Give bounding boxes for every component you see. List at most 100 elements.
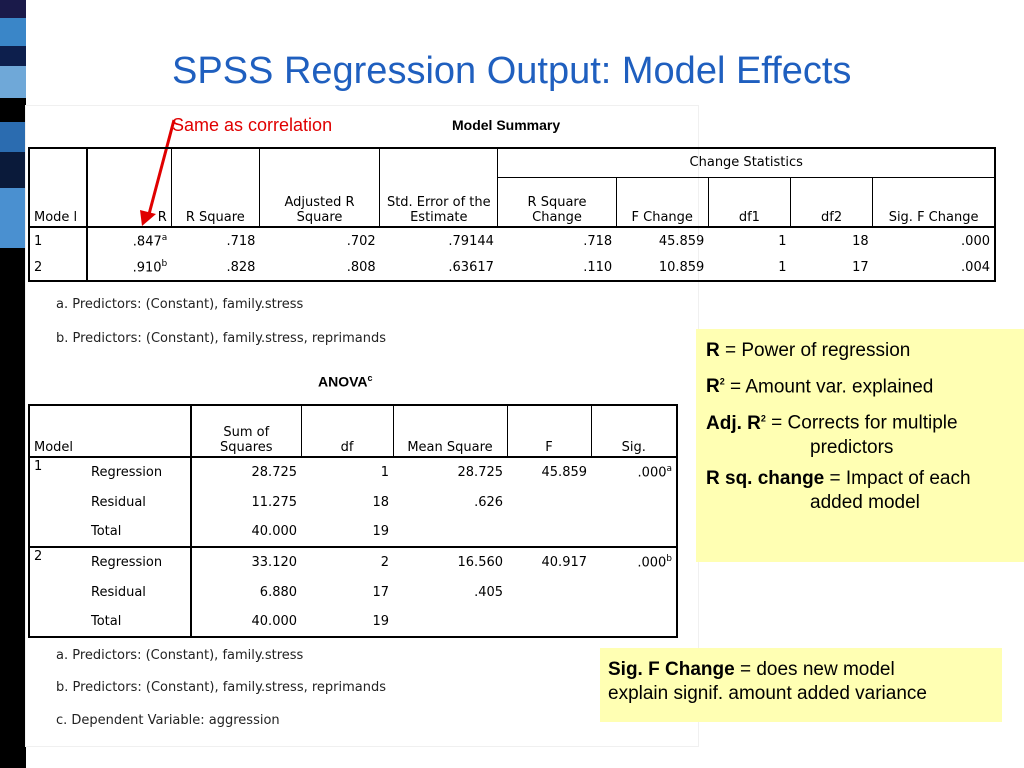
header-std-error: Std. Error of the Estimate — [379, 147, 499, 228]
sig-f-change-box: Sig. F Change = does new model explain s… — [600, 648, 1002, 722]
cell-ss: 40.000 — [191, 517, 302, 548]
definitions-box: R = Power of regression R2 = Amount var.… — [696, 329, 1024, 562]
cell-sig — [591, 487, 679, 517]
cell-f — [507, 607, 592, 638]
anova-title: ANOVAc — [318, 373, 373, 390]
cell-ms: .405 — [474, 584, 504, 600]
cell-df: 19 — [301, 607, 394, 638]
definition-r-squared: R2 = Amount var. explained — [706, 376, 934, 398]
header-sum-of-squares: Sum of Squares — [190, 404, 302, 458]
cell-model: 2 — [27, 254, 89, 282]
cell-sig — [591, 577, 679, 607]
decorative-stripe — [0, 0, 26, 768]
cell-df: 19 — [301, 517, 394, 548]
cell-ss: 40.000 — [191, 607, 302, 638]
cell-source: Total — [87, 607, 193, 638]
sig-f-change-line2: explain signif. amount added variance — [608, 683, 927, 704]
cell-f-change: 45.859 — [616, 226, 709, 254]
cell-r-square: .828 — [171, 254, 260, 282]
cell-model: 1 — [28, 456, 87, 548]
cell-sig-f-change: .000 — [872, 226, 997, 254]
stripe-segment — [0, 18, 26, 46]
anova-footnote-a: a. Predictors: (Constant), family.stress — [56, 648, 304, 663]
definition-adj-r-squared: Adj. R2 = Corrects for multiple predictor… — [706, 412, 958, 458]
cell-f: 45.859 — [507, 456, 592, 487]
cell-source: Regression — [87, 547, 193, 577]
header-r-square-change: R Square Change — [497, 176, 617, 228]
anova-table: Model Sum of Squares df Mean Square F Si… — [27, 404, 679, 638]
definition-r-sq-change: R sq. change = Impact of each added model — [706, 467, 971, 513]
cell-source: Residual — [87, 487, 193, 517]
cell-adj-r-square: .808 — [259, 254, 380, 282]
anova-footnote-b: b. Predictors: (Constant), family.stress… — [56, 680, 387, 695]
cell-sig — [591, 517, 679, 548]
cell-df: 17 — [372, 584, 390, 600]
table-row: 2 Regression 33.120 2 16.560 40.917 .000… — [28, 547, 679, 638]
stripe-segment — [0, 248, 26, 768]
cell-r-square-change: .110 — [497, 254, 617, 282]
cell-model: 2 — [28, 547, 87, 638]
header-sig-f-change: Sig. F Change — [872, 176, 997, 228]
header-model: Mode l — [27, 147, 89, 228]
table-row: Total 40.000 19 — [29, 607, 679, 638]
cell-df: 18 — [372, 494, 390, 510]
sig-f-change-line1: Sig. F Change = does new model — [608, 659, 895, 680]
stripe-segment — [0, 98, 26, 122]
header-model: Model — [27, 404, 193, 458]
table-row: Residual 6.880 17 .405 — [29, 577, 679, 607]
cell-ss: 6.880 — [259, 584, 298, 600]
model-summary-table: Mode l R R Square Adjusted R Square Std.… — [27, 147, 997, 282]
cell-f — [507, 577, 591, 607]
stripe-segment — [0, 66, 26, 98]
cell-df2: 17 — [790, 254, 873, 282]
cell-source: Residual — [87, 577, 193, 607]
model-summary-footnote-b: b. Predictors: (Constant), family.stress… — [56, 331, 387, 346]
cell-df: 1 — [301, 456, 394, 487]
cell-sig-f-change: .004 — [872, 254, 997, 282]
header-sig: Sig. — [590, 404, 679, 458]
cell-source: Regression — [87, 456, 193, 487]
stripe-segment — [0, 122, 26, 152]
cell-sig: .000a — [591, 456, 679, 487]
header-df2: df2 — [789, 176, 874, 228]
table-row: 1 Regression 28.725 1 28.725 45.859 .000… — [28, 456, 679, 548]
cell-f-change: 10.859 — [616, 254, 709, 282]
anova-footnote-c: c. Dependent Variable: aggression — [56, 713, 280, 728]
cell-f — [507, 517, 592, 548]
cell-ms — [393, 607, 508, 638]
stripe-segment — [0, 46, 26, 66]
header-df1: df1 — [707, 176, 791, 228]
cell-std-error: .63617 — [379, 254, 498, 282]
model-summary-footnote-a: a. Predictors: (Constant), family.stress — [56, 297, 304, 312]
header-f-change: F Change — [615, 176, 709, 228]
stripe-segment — [0, 152, 26, 188]
cell-ss: 28.725 — [191, 456, 302, 487]
header-r-square: R Square — [170, 147, 260, 228]
cell-ss: 11.275 — [251, 494, 298, 510]
cell-df: 2 — [380, 555, 390, 570]
table-row: Residual 11.275 18 .626 — [29, 487, 679, 517]
definition-r: R = Power of regression — [706, 340, 911, 361]
header-mean-square: Mean Square — [392, 404, 508, 458]
model-summary-title: Model Summary — [452, 117, 561, 133]
cell-std-error: .79144 — [379, 226, 498, 254]
cell-df1: 1 — [708, 226, 791, 254]
cell-source: Total — [87, 517, 193, 548]
stripe-segment — [0, 0, 26, 18]
cell-adj-r-square: .702 — [259, 226, 380, 254]
cell-df1: 1 — [708, 254, 791, 282]
header-change-statistics: Change Statistics — [497, 147, 997, 178]
table-row: 2 .910b .828 .808 .63617 .110 10.859 1 1… — [27, 254, 997, 282]
table-row: 1 .847a .718 .702 .79144 .718 45.859 1 1… — [27, 226, 997, 254]
cell-ms: 28.725 — [393, 456, 508, 487]
cell-df2: 18 — [790, 226, 873, 254]
cell-r: .910b — [87, 254, 172, 282]
header-df: df — [300, 404, 394, 458]
cell-sig: .000b — [591, 547, 679, 577]
cell-r-square: .718 — [171, 226, 260, 254]
cell-f: 40.917 — [541, 555, 588, 570]
cell-ss: 33.120 — [251, 555, 298, 570]
cell-ms: 16.560 — [457, 555, 504, 570]
stripe-segment — [0, 188, 26, 248]
cell-r-square-change: .718 — [497, 226, 617, 254]
